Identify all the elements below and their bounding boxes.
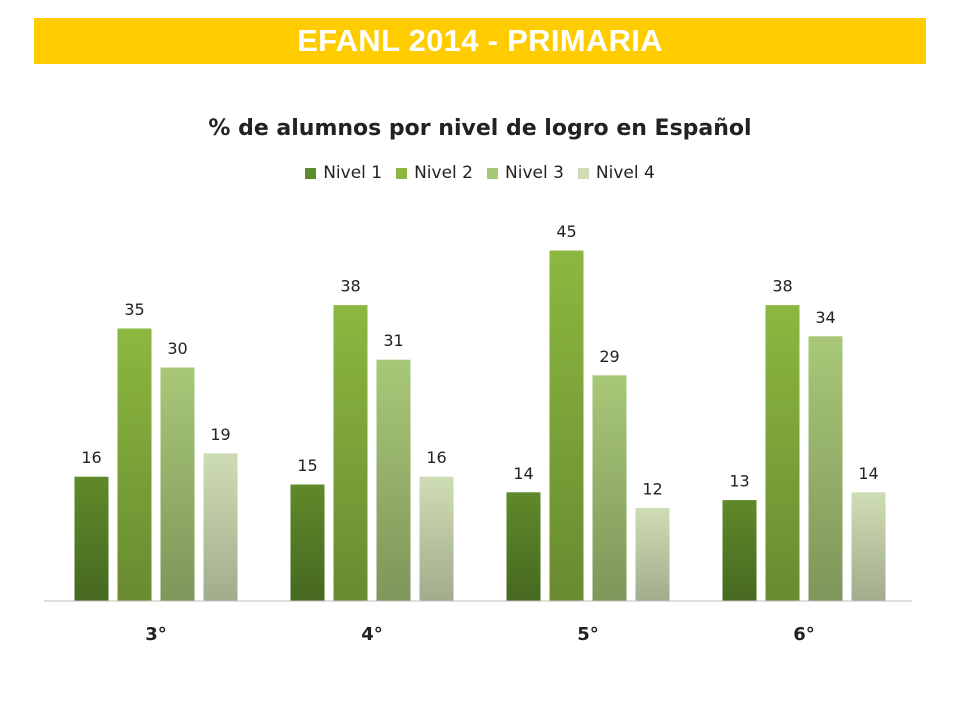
data-label: 45 [556, 222, 576, 241]
data-label: 29 [599, 347, 619, 366]
bar-5-nivel-3 [591, 374, 628, 602]
data-label: 13 [729, 472, 749, 491]
data-label: 38 [340, 277, 360, 296]
legend-swatch [577, 167, 589, 179]
data-label: 30 [167, 339, 187, 358]
bar-4-nivel-2 [332, 304, 369, 602]
banner-title: EFANL 2014 - PRIMARIA [34, 18, 926, 64]
bar-5-nivel-4 [634, 506, 671, 602]
category-label: 3° [145, 624, 167, 645]
bar-5-nivel-1 [505, 491, 542, 602]
category-label: 4° [361, 624, 383, 645]
data-label: 16 [426, 448, 446, 467]
data-label: 15 [297, 456, 317, 475]
data-label: 31 [383, 331, 403, 350]
legend-label: Nivel 3 [505, 163, 564, 183]
chart-title: % de alumnos por nivel de logro en Españ… [208, 116, 752, 141]
legend-item-2: Nivel 2 [396, 163, 473, 183]
legend-swatch [487, 167, 498, 179]
category-label: 6° [793, 624, 815, 645]
legend-label: Nivel 4 [595, 163, 655, 183]
legend-label: Nivel 1 [323, 163, 383, 183]
bar-6-nivel-1 [721, 499, 758, 602]
data-label: 19 [210, 425, 230, 444]
data-label: 12 [642, 479, 662, 498]
legend-swatch [396, 167, 408, 179]
data-label: 38 [772, 277, 792, 296]
legend-item-1: Nivel 1 [305, 163, 382, 183]
bar-3-nivel-1 [73, 475, 110, 602]
bar-5-nivel-2 [548, 249, 585, 602]
bar-6-nivel-4 [850, 491, 887, 602]
bar-6-nivel-3 [807, 335, 844, 602]
legend-label: Nivel 2 [414, 163, 473, 183]
legend-item-4: Nivel 4 [577, 163, 655, 183]
bar-3-nivel-2 [116, 327, 153, 602]
category-label: 5° [577, 624, 599, 645]
legend-item-3: Nivel 3 [487, 163, 564, 183]
legend-swatch [305, 167, 317, 179]
data-label: 14 [858, 464, 878, 483]
data-label: 16 [81, 448, 101, 467]
bar-4-nivel-4 [418, 475, 455, 602]
data-label: 34 [815, 308, 835, 327]
chart-legend: Nivel 1 Nivel 2 Nivel 3 Nivel 4 [0, 163, 960, 183]
bar-4-nivel-1 [289, 483, 326, 602]
bar-6-nivel-2 [764, 304, 801, 602]
bar-4-nivel-3 [375, 358, 412, 602]
bar-3-nivel-3 [159, 366, 196, 602]
data-label: 35 [124, 300, 144, 319]
bar-3-nivel-4 [202, 452, 239, 602]
data-label: 14 [513, 464, 533, 483]
